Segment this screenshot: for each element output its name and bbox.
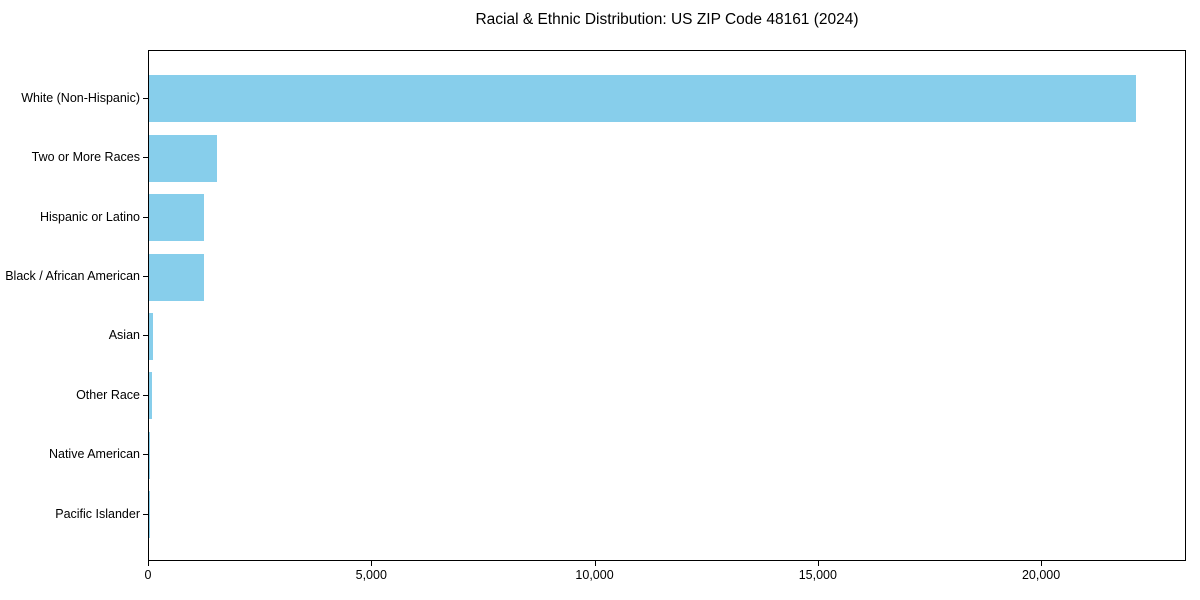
x-tick-mark <box>594 561 596 566</box>
x-tick-label: 10,000 <box>575 568 614 582</box>
x-tick-label: 20,000 <box>1021 568 1061 582</box>
bar <box>149 194 205 242</box>
y-tick-label: Native American <box>48 447 140 462</box>
y-tick-label: Two or More Races <box>31 150 140 165</box>
x-tick-mark <box>148 561 149 566</box>
chart-title: Racial & Ethnic Distribution: US ZIP Cod… <box>475 11 859 28</box>
x-tick-label: 5,000 <box>355 568 387 582</box>
plot-area <box>148 50 1186 561</box>
y-tick-label: White (Non-Hispanic) <box>21 90 140 105</box>
bar <box>149 253 204 301</box>
y-tick-label: Other Race <box>76 387 140 402</box>
bar <box>149 312 154 360</box>
bar <box>149 75 1136 123</box>
x-tick-mark <box>371 561 373 566</box>
bar <box>149 431 151 479</box>
x-tick-label: 15,000 <box>798 568 837 582</box>
y-tick-label: Asian <box>108 328 140 343</box>
x-tick-mark <box>817 561 819 566</box>
x-tick-mark <box>1041 561 1043 566</box>
y-tick-label: Black / African American <box>5 269 140 284</box>
bar <box>149 372 153 420</box>
y-tick-label: Pacific Islander <box>55 506 140 521</box>
bar <box>149 134 218 182</box>
y-tick-label: Hispanic or Latino <box>39 209 140 224</box>
x-tick-label: 0 <box>144 568 152 582</box>
